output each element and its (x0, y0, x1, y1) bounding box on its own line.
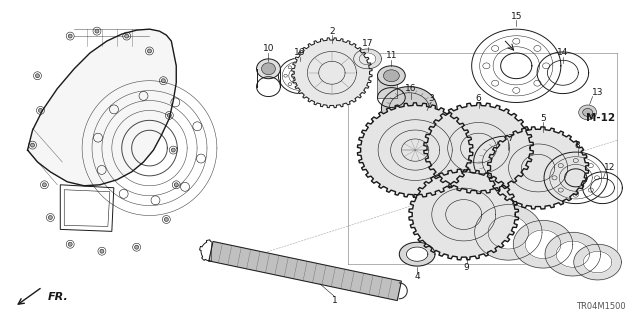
Ellipse shape (582, 108, 593, 116)
Polygon shape (209, 241, 401, 300)
Text: 1: 1 (332, 296, 338, 305)
Polygon shape (399, 242, 435, 266)
Circle shape (161, 79, 165, 83)
Text: 11: 11 (386, 51, 397, 60)
Ellipse shape (378, 66, 405, 85)
Bar (378, 76, 397, 98)
Polygon shape (406, 247, 428, 261)
Circle shape (174, 183, 179, 187)
Text: 8: 8 (575, 141, 580, 150)
Circle shape (38, 108, 42, 112)
Text: 12: 12 (604, 163, 615, 173)
Polygon shape (525, 230, 561, 258)
Text: 14: 14 (557, 48, 568, 57)
Circle shape (49, 216, 52, 219)
Text: TR04M1500: TR04M1500 (576, 302, 625, 311)
Polygon shape (556, 241, 589, 267)
Text: 3: 3 (428, 94, 434, 103)
Text: 17: 17 (362, 39, 373, 48)
Circle shape (167, 114, 172, 117)
Circle shape (31, 143, 35, 147)
Polygon shape (574, 244, 621, 280)
Polygon shape (292, 38, 372, 108)
Circle shape (68, 242, 72, 246)
Polygon shape (513, 220, 573, 268)
Text: 15: 15 (511, 12, 522, 21)
Text: 13: 13 (592, 88, 604, 97)
Polygon shape (424, 103, 533, 194)
Circle shape (42, 183, 47, 187)
Circle shape (95, 29, 99, 33)
Circle shape (147, 49, 152, 53)
Polygon shape (488, 127, 589, 209)
Text: 7: 7 (508, 134, 513, 143)
Polygon shape (359, 53, 376, 65)
Text: FR.: FR. (47, 292, 68, 302)
Text: 6: 6 (476, 94, 481, 103)
Circle shape (35, 74, 40, 78)
Polygon shape (354, 49, 381, 69)
Text: 5: 5 (540, 114, 546, 123)
Polygon shape (583, 251, 612, 273)
Ellipse shape (262, 63, 275, 75)
Text: 4: 4 (414, 272, 420, 281)
Text: 9: 9 (464, 263, 470, 271)
Ellipse shape (257, 59, 280, 79)
Circle shape (164, 218, 168, 221)
Polygon shape (409, 169, 518, 260)
Text: 2: 2 (329, 26, 335, 36)
Text: M-12: M-12 (586, 113, 616, 123)
Circle shape (134, 245, 139, 249)
Ellipse shape (579, 105, 596, 120)
Polygon shape (488, 216, 529, 249)
Polygon shape (28, 29, 176, 186)
Polygon shape (358, 103, 473, 197)
Circle shape (100, 249, 104, 253)
Text: 16: 16 (406, 84, 417, 93)
Circle shape (125, 34, 129, 38)
Polygon shape (545, 232, 600, 276)
Text: 10: 10 (262, 44, 274, 54)
Polygon shape (475, 204, 542, 260)
Polygon shape (474, 136, 537, 188)
Polygon shape (381, 87, 437, 130)
Text: 16: 16 (294, 48, 306, 57)
Circle shape (68, 34, 72, 38)
Circle shape (172, 148, 175, 152)
Ellipse shape (383, 70, 399, 82)
